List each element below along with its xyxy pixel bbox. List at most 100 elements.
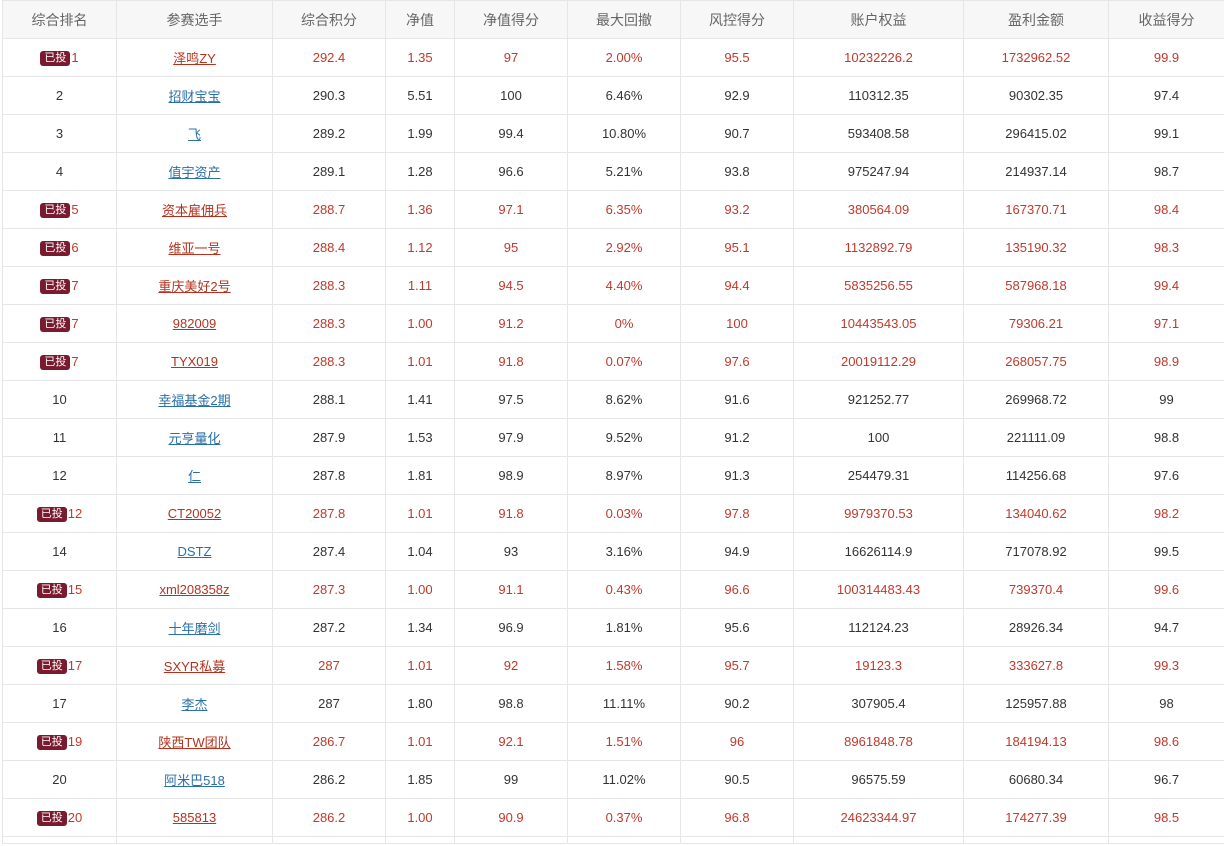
- profit-cell: 221111.09: [963, 418, 1109, 457]
- table-body: 已投 1 泽鸣ZY 292.4 1.35 97 2.00% 95.5 10232226.2 173…: [2, 38, 1224, 844]
- player-link[interactable]: 维亚一号: [168, 241, 221, 256]
- rank-cell: 已投 7: [2, 266, 117, 305]
- rank-value: 12: [52, 468, 67, 483]
- equity-cell: 16626114.9: [793, 532, 964, 571]
- player-link[interactable]: 585813: [172, 810, 217, 825]
- equity-cell: 8961848.78: [793, 722, 964, 761]
- header-max-drawdown: 最大回撤: [567, 0, 681, 39]
- rank-value: 10: [52, 392, 67, 407]
- player-cell: 阿米巴518: [116, 760, 273, 799]
- player-link[interactable]: xml208358z: [159, 582, 230, 597]
- player-link[interactable]: 重庆美好2号: [158, 279, 231, 294]
- return-score-cell: 97.4: [1108, 76, 1224, 115]
- risk-score-cell: 95.6: [680, 608, 794, 647]
- max-drawdown-cell: 8.97%: [567, 456, 681, 495]
- player-link[interactable]: TYX019: [171, 354, 218, 369]
- equity-cell: 921252.77: [793, 380, 964, 419]
- empty-cell: [567, 836, 681, 844]
- rank-cell: 14: [2, 532, 117, 571]
- nav-score-cell: 91.1: [454, 570, 568, 609]
- nav-cell: 1.99: [385, 114, 455, 153]
- player-cell: 幸福基金2期: [116, 380, 273, 419]
- max-drawdown-cell: 10.80%: [567, 114, 681, 153]
- player-link[interactable]: 仁: [187, 469, 201, 484]
- profit-cell: 333627.8: [963, 646, 1109, 685]
- rank-cell: 16: [2, 608, 117, 647]
- player-link[interactable]: 十年磨剑: [168, 621, 221, 636]
- player-cell: 飞: [116, 114, 273, 153]
- risk-score-cell: 94.9: [680, 532, 794, 571]
- risk-score-cell: 95.1: [680, 228, 794, 267]
- max-drawdown-cell: 6.46%: [567, 76, 681, 115]
- player-link[interactable]: 飞: [187, 127, 201, 142]
- player-link[interactable]: 982009: [172, 316, 217, 331]
- table-row: 已投 12 CT20052 287.8 1.01 91.8 0.03% 97.8 9979370…: [2, 494, 1224, 533]
- player-link[interactable]: 值宇资产: [168, 165, 221, 180]
- nav-score-cell: 99: [454, 760, 568, 799]
- rank-cell: 已投 7: [2, 342, 117, 381]
- table-row: 已投 7 重庆美好2号 288.3 1.11 94.5 4.40% 94.4 5835256.5…: [2, 266, 1224, 305]
- equity-cell: 1132892.79: [793, 228, 964, 267]
- rank-value: 2: [55, 88, 64, 103]
- return-score-cell: 98.2: [1108, 494, 1224, 533]
- player-link[interactable]: 陕西TW团队: [158, 735, 231, 750]
- nav-score-cell: 95: [454, 228, 568, 267]
- rank-cell: 3: [2, 114, 117, 153]
- header-nav: 净值: [385, 0, 455, 39]
- risk-score-cell: 93.8: [680, 152, 794, 191]
- empty-cell: [116, 836, 273, 844]
- rank-cell: 已投 1: [2, 38, 117, 77]
- player-cell: 泽鸣ZY: [116, 38, 273, 77]
- score-cell: 288.1: [272, 380, 386, 419]
- nav-score-cell: 97.9: [454, 418, 568, 457]
- return-score-cell: 97.1: [1108, 304, 1224, 343]
- player-link[interactable]: 元亨量化: [168, 431, 221, 446]
- risk-score-cell: 91.3: [680, 456, 794, 495]
- score-cell: 287.9: [272, 418, 386, 457]
- table-row: 20 阿米巴518 286.2 1.85 99 11.02% 90.5 96575.59 606…: [2, 760, 1224, 799]
- max-drawdown-cell: 1.51%: [567, 722, 681, 761]
- score-cell: 289.2: [272, 114, 386, 153]
- player-link[interactable]: 阿米巴518: [164, 773, 225, 788]
- player-cell: 值宇资产: [116, 152, 273, 191]
- player-cell: 李杰: [116, 684, 273, 723]
- nav-score-cell: 92: [454, 646, 568, 685]
- player-link[interactable]: SXYR私募: [163, 659, 226, 674]
- score-cell: 287: [272, 684, 386, 723]
- invested-badge: 已投: [40, 278, 71, 294]
- profit-cell: 60680.34: [963, 760, 1109, 799]
- player-link[interactable]: 幸福基金2期: [158, 393, 231, 408]
- return-score-cell: 96.7: [1108, 760, 1224, 799]
- player-link[interactable]: 招财宝宝: [168, 89, 221, 104]
- score-cell: 289.1: [272, 152, 386, 191]
- nav-score-cell: 97.5: [454, 380, 568, 419]
- risk-score-cell: 100: [680, 304, 794, 343]
- invested-badge: 已投: [40, 240, 71, 256]
- invested-badge: 已投: [40, 202, 71, 218]
- nav-score-cell: 96.9: [454, 608, 568, 647]
- risk-score-cell: 97.8: [680, 494, 794, 533]
- profit-cell: 214937.14: [963, 152, 1109, 191]
- max-drawdown-cell: 2.00%: [567, 38, 681, 77]
- table-row: 16 十年磨剑 287.2 1.34 96.9 1.81% 95.6 112124.23 289…: [2, 608, 1224, 647]
- player-link[interactable]: DSTZ: [177, 544, 212, 559]
- player-link[interactable]: 李杰: [181, 697, 208, 712]
- table-row: 3 飞 289.2 1.99 99.4 10.80% 90.7 593408.58 296415…: [2, 114, 1224, 153]
- max-drawdown-cell: 0.03%: [567, 494, 681, 533]
- player-link[interactable]: 资本雇佣兵: [161, 203, 227, 218]
- nav-cell: 5.51: [385, 76, 455, 115]
- score-cell: 290.3: [272, 76, 386, 115]
- player-link[interactable]: 泽鸣ZY: [173, 51, 216, 66]
- profit-cell: 28926.34: [963, 608, 1109, 647]
- nav-score-cell: 98.8: [454, 684, 568, 723]
- score-cell: 287.8: [272, 494, 386, 533]
- table-row: 已投 15 xml208358z 287.3 1.00 91.1 0.43% 96.6 1003…: [2, 570, 1224, 609]
- header-return-score: 收益得分: [1108, 0, 1224, 39]
- risk-score-cell: 96.8: [680, 798, 794, 837]
- equity-cell: 112124.23: [793, 608, 964, 647]
- invested-badge: 已投: [40, 50, 71, 66]
- equity-cell: 975247.94: [793, 152, 964, 191]
- player-link[interactable]: CT20052: [167, 506, 222, 521]
- score-cell: 286.2: [272, 760, 386, 799]
- equity-cell: 380564.09: [793, 190, 964, 229]
